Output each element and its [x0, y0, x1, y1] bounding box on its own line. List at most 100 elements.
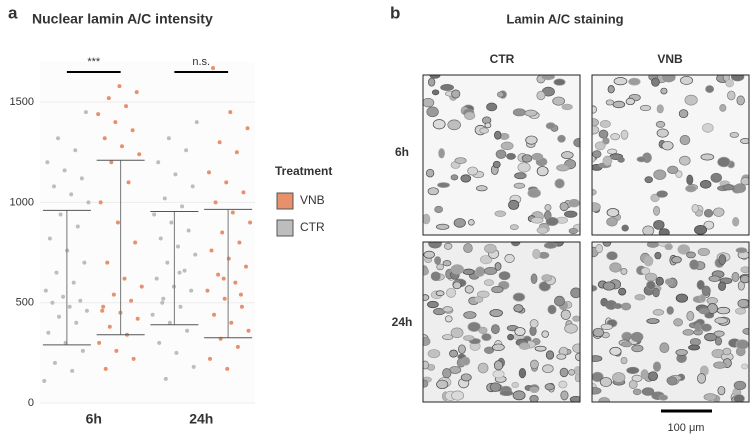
micrograph — [423, 242, 580, 402]
panel-label: b — [390, 3, 400, 22]
point — [235, 344, 240, 349]
nucleus — [661, 140, 674, 151]
nucleus — [442, 334, 454, 341]
nucleus — [425, 168, 435, 178]
nucleus — [658, 228, 670, 235]
nucleus — [656, 104, 664, 114]
nucleus — [740, 138, 749, 144]
nucleus — [592, 355, 603, 362]
nucleus — [631, 374, 643, 383]
nucleus — [679, 135, 691, 146]
nucleus — [561, 103, 573, 111]
nucleus — [568, 198, 580, 208]
point — [79, 176, 84, 181]
nucleus — [717, 386, 726, 396]
nucleus — [556, 164, 570, 172]
point — [221, 276, 226, 281]
nucleus — [620, 356, 628, 365]
nucleus — [484, 122, 492, 129]
nucleus — [435, 223, 450, 230]
legend-swatch — [276, 192, 294, 210]
nucleus — [735, 247, 748, 254]
point — [84, 308, 89, 313]
nucleus — [652, 309, 665, 316]
nucleus — [477, 362, 489, 374]
nucleus — [467, 321, 481, 332]
nucleus — [609, 346, 622, 356]
nucleus — [442, 306, 453, 313]
nucleus — [484, 346, 495, 354]
nucleus — [451, 89, 461, 99]
nucleus — [719, 104, 727, 112]
nucleus — [554, 178, 565, 189]
nucleus — [733, 380, 747, 390]
nucleus — [713, 361, 727, 369]
point — [42, 378, 47, 383]
point — [67, 304, 72, 309]
nucleus — [559, 367, 569, 378]
nucleus — [609, 262, 622, 273]
nucleus — [444, 242, 453, 250]
point — [165, 260, 170, 265]
point — [175, 244, 180, 249]
point — [169, 220, 174, 225]
point — [206, 170, 211, 175]
nucleus — [486, 102, 498, 112]
nucleus — [694, 224, 707, 235]
nucleus — [602, 281, 616, 291]
nucleus — [592, 118, 599, 127]
nucleus — [621, 224, 629, 232]
nucleus — [631, 344, 644, 353]
nucleus — [686, 174, 694, 186]
point — [82, 260, 87, 265]
legend-title: Treatment — [275, 164, 332, 178]
nucleus — [534, 345, 547, 352]
nucleus — [732, 217, 740, 227]
nucleus — [708, 275, 721, 282]
nucleus — [442, 368, 452, 379]
nucleus — [598, 129, 609, 139]
nucleus — [541, 274, 552, 282]
nucleus — [513, 304, 524, 313]
nucleus — [727, 90, 736, 101]
nucleus — [467, 166, 479, 176]
nucleus — [572, 343, 580, 354]
point — [105, 260, 110, 265]
point — [152, 212, 157, 217]
point — [158, 236, 163, 241]
point — [244, 264, 249, 269]
nucleus — [698, 307, 710, 315]
point — [174, 350, 179, 355]
point — [129, 298, 134, 303]
nucleus — [704, 333, 718, 342]
point — [54, 270, 59, 275]
point — [62, 168, 67, 173]
nucleus — [517, 162, 531, 173]
nucleus — [742, 328, 749, 335]
nucleus — [632, 388, 642, 396]
point — [216, 272, 221, 277]
nucleus — [592, 105, 597, 114]
nucleus — [508, 199, 520, 210]
nucleus — [737, 298, 749, 308]
panel-label: a — [8, 3, 18, 22]
point — [189, 288, 194, 293]
point — [157, 340, 162, 345]
nucleus — [491, 324, 500, 335]
nucleus — [621, 302, 632, 311]
nucleus — [519, 342, 531, 350]
nucleus — [651, 77, 660, 87]
nucleus — [489, 382, 502, 392]
point — [111, 292, 116, 297]
nucleus — [714, 317, 728, 324]
nucleus — [423, 360, 429, 370]
nucleus — [700, 153, 715, 161]
nucleus — [512, 292, 526, 302]
nucleus — [612, 100, 626, 109]
nucleus — [463, 311, 477, 319]
point — [233, 280, 238, 285]
point — [131, 356, 136, 361]
nucleus — [740, 177, 749, 186]
point — [71, 280, 76, 285]
nucleus — [684, 94, 698, 106]
